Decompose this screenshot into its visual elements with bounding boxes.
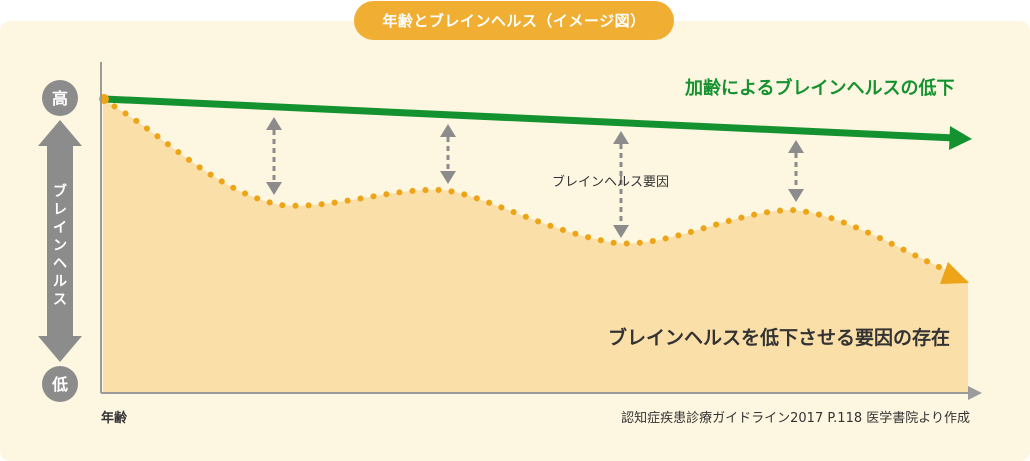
factor-arrow-3: [613, 131, 629, 238]
y-label-char: イ: [53, 220, 67, 236]
factor-label: ブレインヘルス要因: [552, 174, 669, 190]
y-label-char: ブ: [53, 183, 67, 200]
aging-decline-arrowhead: [949, 126, 972, 150]
factors-presence-label: ブレインヘルスを低下させる要因の存在: [608, 326, 950, 349]
source-note: 認知症疾患診療ガイドライン2017 P.118 医学書院より作成: [621, 410, 970, 426]
title-pill: 年齢とブレインヘルス（イメージ図）: [354, 1, 674, 40]
y-label-char: ヘ: [53, 256, 67, 272]
factor-arrow-1: [266, 117, 282, 195]
factor-arrow-2: [440, 124, 456, 184]
low-label: 低: [51, 375, 68, 394]
low-badge: [42, 366, 78, 402]
y-axis-label: ブ レ イ ン ヘ ル ス: [53, 183, 67, 308]
high-badge: [42, 80, 78, 116]
brain-health-scale-arrow: [38, 120, 82, 362]
risk-curve: [100, 97, 953, 275]
y-label-char: ン: [53, 238, 67, 254]
y-label-char: ル: [53, 274, 67, 290]
y-label-char: レ: [53, 202, 67, 218]
risk-area: [103, 100, 968, 392]
aging-decline-label: 加齢によるブレインヘルスの低下: [684, 77, 954, 99]
y-label-char: ス: [53, 292, 67, 308]
risk-curve-arrowhead: [940, 262, 969, 284]
high-label: 高: [52, 89, 68, 108]
x-axis-label: 年齢: [101, 410, 128, 426]
x-axis-arrowhead: [968, 386, 982, 400]
factor-arrow-4: [788, 140, 804, 202]
aging-decline-line: [103, 95, 956, 142]
